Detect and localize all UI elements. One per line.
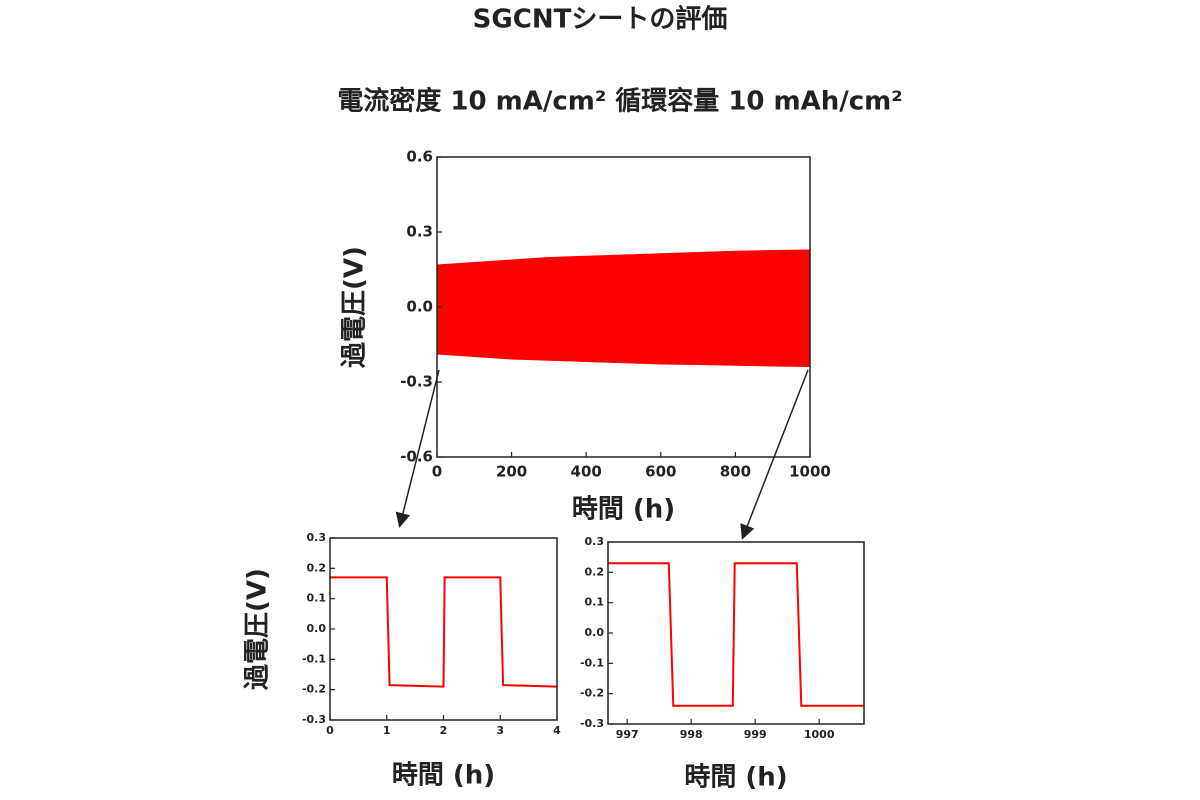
y-tick-label: 0.3 [406, 223, 433, 241]
y-axis-label: 過電圧(V) [340, 246, 370, 368]
x-tick-label: 400 [571, 463, 602, 481]
y-tick-label: -0.3 [302, 713, 326, 726]
plot-frame [607, 541, 865, 725]
figure-title: SGCNTシートの評価 [473, 4, 728, 35]
y-tick-label: 0.3 [585, 535, 605, 548]
x-tick-label: 200 [496, 463, 527, 481]
y-tick-label: 0.1 [307, 592, 327, 605]
y-tick-label: -0.6 [400, 448, 433, 466]
y-tick-label: -0.2 [580, 687, 604, 700]
x-tick-label: 800 [720, 463, 751, 481]
figure-subtitle: 電流密度 10 mA/cm² 循環容量 10 mAh/cm² [337, 86, 902, 117]
y-tick-label: -0.3 [580, 717, 604, 730]
zoom-arrow [395, 369, 440, 528]
voltage-band [437, 249, 810, 307]
x-tick-label: 600 [645, 463, 676, 481]
x-tick-label: 0 [326, 724, 334, 737]
y-tick-label: -0.1 [302, 652, 326, 665]
y-tick-label: 0.1 [585, 596, 605, 609]
voltage-line [330, 576, 558, 688]
x-tick-label: 1000 [804, 728, 835, 741]
x-axis-label: 時間 (h) [392, 761, 495, 791]
x-tick-label: 4 [553, 724, 561, 737]
x-axis-label: 時間 (h) [572, 495, 675, 525]
x-tick-label: 1 [383, 724, 391, 737]
zoom-arrow [740, 369, 809, 540]
y-axis-label: 過電圧(V) [243, 568, 273, 690]
x-tick-label: 999 [744, 728, 767, 741]
voltage-line [608, 562, 864, 707]
y-tick-label: -0.3 [400, 373, 433, 391]
y-tick-label: 0.6 [406, 148, 433, 166]
x-tick-label: 2 [440, 724, 448, 737]
x-tick-label: 0 [432, 463, 442, 481]
y-tick-label: 0.0 [307, 622, 327, 635]
voltage-band [437, 307, 810, 367]
y-tick-label: 0.2 [585, 565, 605, 578]
x-tick-label: 3 [496, 724, 504, 737]
y-tick-label: 0.3 [307, 531, 327, 544]
y-tick-label: -0.2 [302, 683, 326, 696]
x-tick-label: 997 [616, 728, 639, 741]
x-tick-label: 1000 [789, 463, 831, 481]
x-axis-label: 時間 (h) [684, 763, 787, 793]
y-tick-label: 0.0 [406, 298, 433, 316]
y-tick-label: -0.1 [580, 656, 604, 669]
x-tick-label: 998 [680, 728, 703, 741]
y-tick-label: 0.0 [585, 626, 605, 639]
y-tick-label: 0.2 [307, 561, 327, 574]
